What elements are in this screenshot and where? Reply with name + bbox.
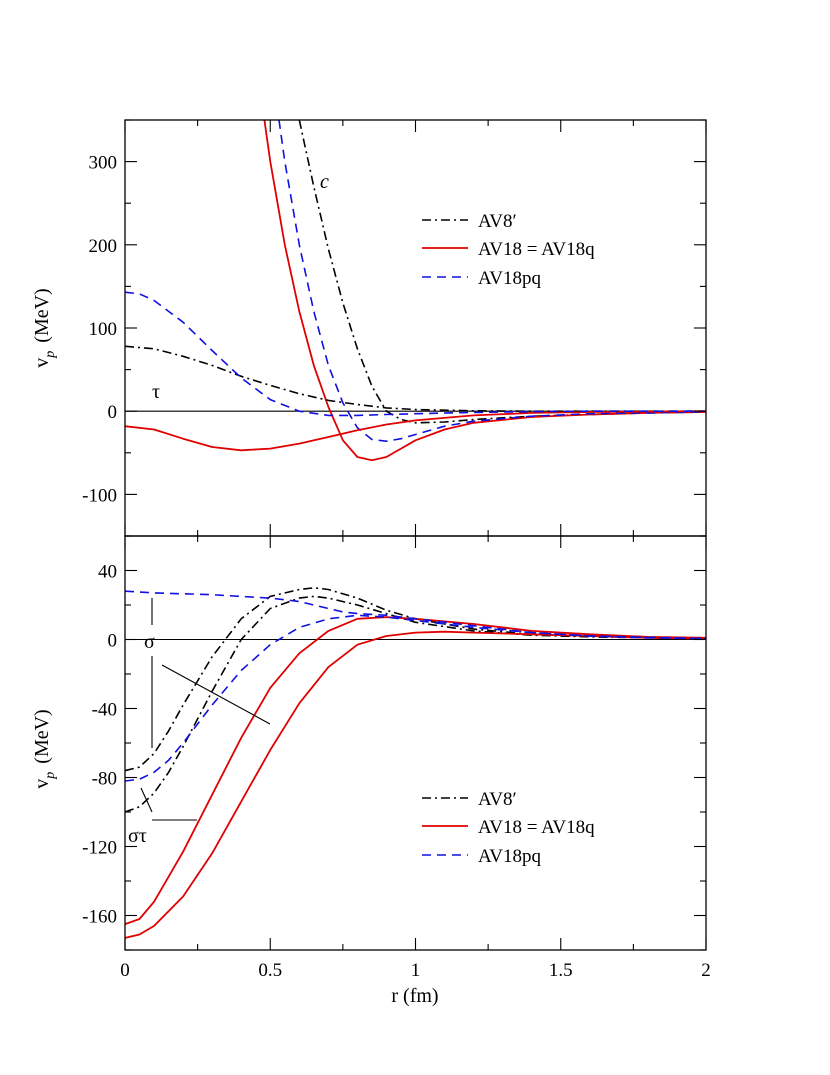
bottom-xtick-label: 0.5 <box>258 960 282 981</box>
annotation-sigma-tau: στ <box>128 825 147 847</box>
legend-av8-text-bottom: AV8′ <box>478 789 517 810</box>
bottom-ytick-label: -160 <box>82 907 117 928</box>
bottom-series-av8- <box>125 595 706 813</box>
bottom-panel: -160 -120 -80 -40 0 40 0 0.5 1 1.5 2 vp(MeV) r (fm… <box>31 535 711 1007</box>
top-ytick-label: 100 <box>89 319 118 340</box>
top-plot-frame <box>124 119 707 537</box>
bottom-xtick-label: 2 <box>701 960 711 981</box>
annotation-sigma-tau-group: στ <box>128 787 197 847</box>
bottom-ytick-label: -40 <box>92 700 117 721</box>
bottom-series-av18- <box>125 616 706 925</box>
annotation-c: c <box>320 171 329 193</box>
top-panel: -100 0 100 200 300 vp(MeV) c τ AV8′ AV18 = A… <box>31 119 707 537</box>
top-legend: AV8′ AV18 = AV18q AV18pq <box>422 211 595 289</box>
bottom-ylabel: vp(MeV) <box>31 709 58 788</box>
bottom-plot-frame <box>124 535 707 951</box>
top-series-av18-c <box>263 120 706 462</box>
top-series-av18pq-c <box>278 120 706 442</box>
bottom-xtick-label: 1 <box>411 960 421 981</box>
bottom-series-av18pq- <box>125 590 706 640</box>
bottom-xtick-label: 0 <box>120 960 130 981</box>
top-ytick-label: 200 <box>89 236 118 257</box>
bottom-ytick-label: 40 <box>98 562 117 583</box>
bottom-legend: AV8′ AV18 = AV18q AV18pq <box>422 789 595 867</box>
top-ytick-label: 300 <box>89 153 118 174</box>
legend-av18-text: AV18 = AV18q <box>478 239 595 260</box>
bottom-xlabel: r (fm) <box>391 985 438 1007</box>
bottom-ytick-label: -80 <box>92 769 117 790</box>
legend-av18pq-text-bottom: AV18pq <box>478 846 541 867</box>
top-series-av18pq- <box>125 291 706 417</box>
legend-av18pq-text: AV18pq <box>478 268 541 289</box>
bottom-series-av18- <box>125 630 706 939</box>
annotation-tau: τ <box>152 381 160 403</box>
annotation-sigma-group: σ <box>144 598 271 748</box>
top-ytick-label: -100 <box>82 485 117 506</box>
legend-av18-text-bottom: AV18 = AV18q <box>478 817 595 838</box>
bottom-ytick-label: 0 <box>108 631 118 652</box>
top-ytick-label: 0 <box>108 402 118 423</box>
bottom-series-av18pq- <box>125 614 706 782</box>
top-series-av8- <box>125 345 706 412</box>
bottom-xtick-label: 1.5 <box>549 960 573 981</box>
top-series-av18- <box>125 410 706 452</box>
legend-av8-text: AV8′ <box>478 211 517 232</box>
top-ylabel: vp(MeV) <box>31 288 58 367</box>
annotation-sigma: σ <box>144 631 155 653</box>
bottom-series-av8- <box>125 587 706 772</box>
bottom-ytick-label: -120 <box>82 838 117 859</box>
